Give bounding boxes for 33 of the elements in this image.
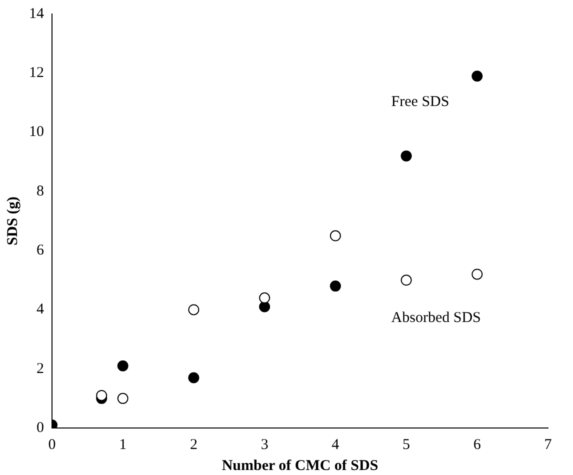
- point: [472, 70, 483, 82]
- x-tick-label: 0: [48, 436, 56, 453]
- point: [259, 301, 270, 312]
- x-tick-label: 1: [119, 436, 127, 453]
- y-tick-label: 0: [36, 420, 44, 436]
- y-tick-label: 6: [36, 242, 44, 259]
- point: [400, 150, 412, 162]
- y-tick-label: 2: [36, 360, 44, 377]
- point: [400, 274, 412, 286]
- point: [188, 372, 200, 384]
- x-tick-label: 4: [332, 436, 340, 453]
- x-tick-label: 2: [190, 436, 198, 453]
- series-label: Absorbed SDS: [391, 310, 481, 326]
- x-tick-label: 5: [402, 436, 410, 453]
- point: [96, 390, 108, 401]
- y-tick-label: 4: [36, 302, 44, 318]
- point: [330, 230, 341, 242]
- x-tick-label: 7: [544, 436, 552, 453]
- point: [117, 392, 128, 404]
- point: [188, 304, 200, 316]
- x-axis-title: Number of CMC of SDS: [222, 458, 378, 474]
- y-tick-label: 8: [36, 183, 44, 200]
- x-tick-label: 3: [260, 436, 268, 453]
- y-tick-label: 14: [29, 6, 44, 22]
- y-tick-label: 12: [29, 65, 44, 82]
- point: [330, 280, 341, 292]
- point: [259, 292, 270, 304]
- y-tick-label: 10: [29, 124, 44, 140]
- point: [117, 360, 128, 372]
- y-axis-title: SDS (g): [4, 196, 21, 246]
- point: [472, 268, 483, 280]
- series-label: Free SDS: [391, 94, 450, 110]
- x-tick-label: 6: [473, 436, 482, 453]
